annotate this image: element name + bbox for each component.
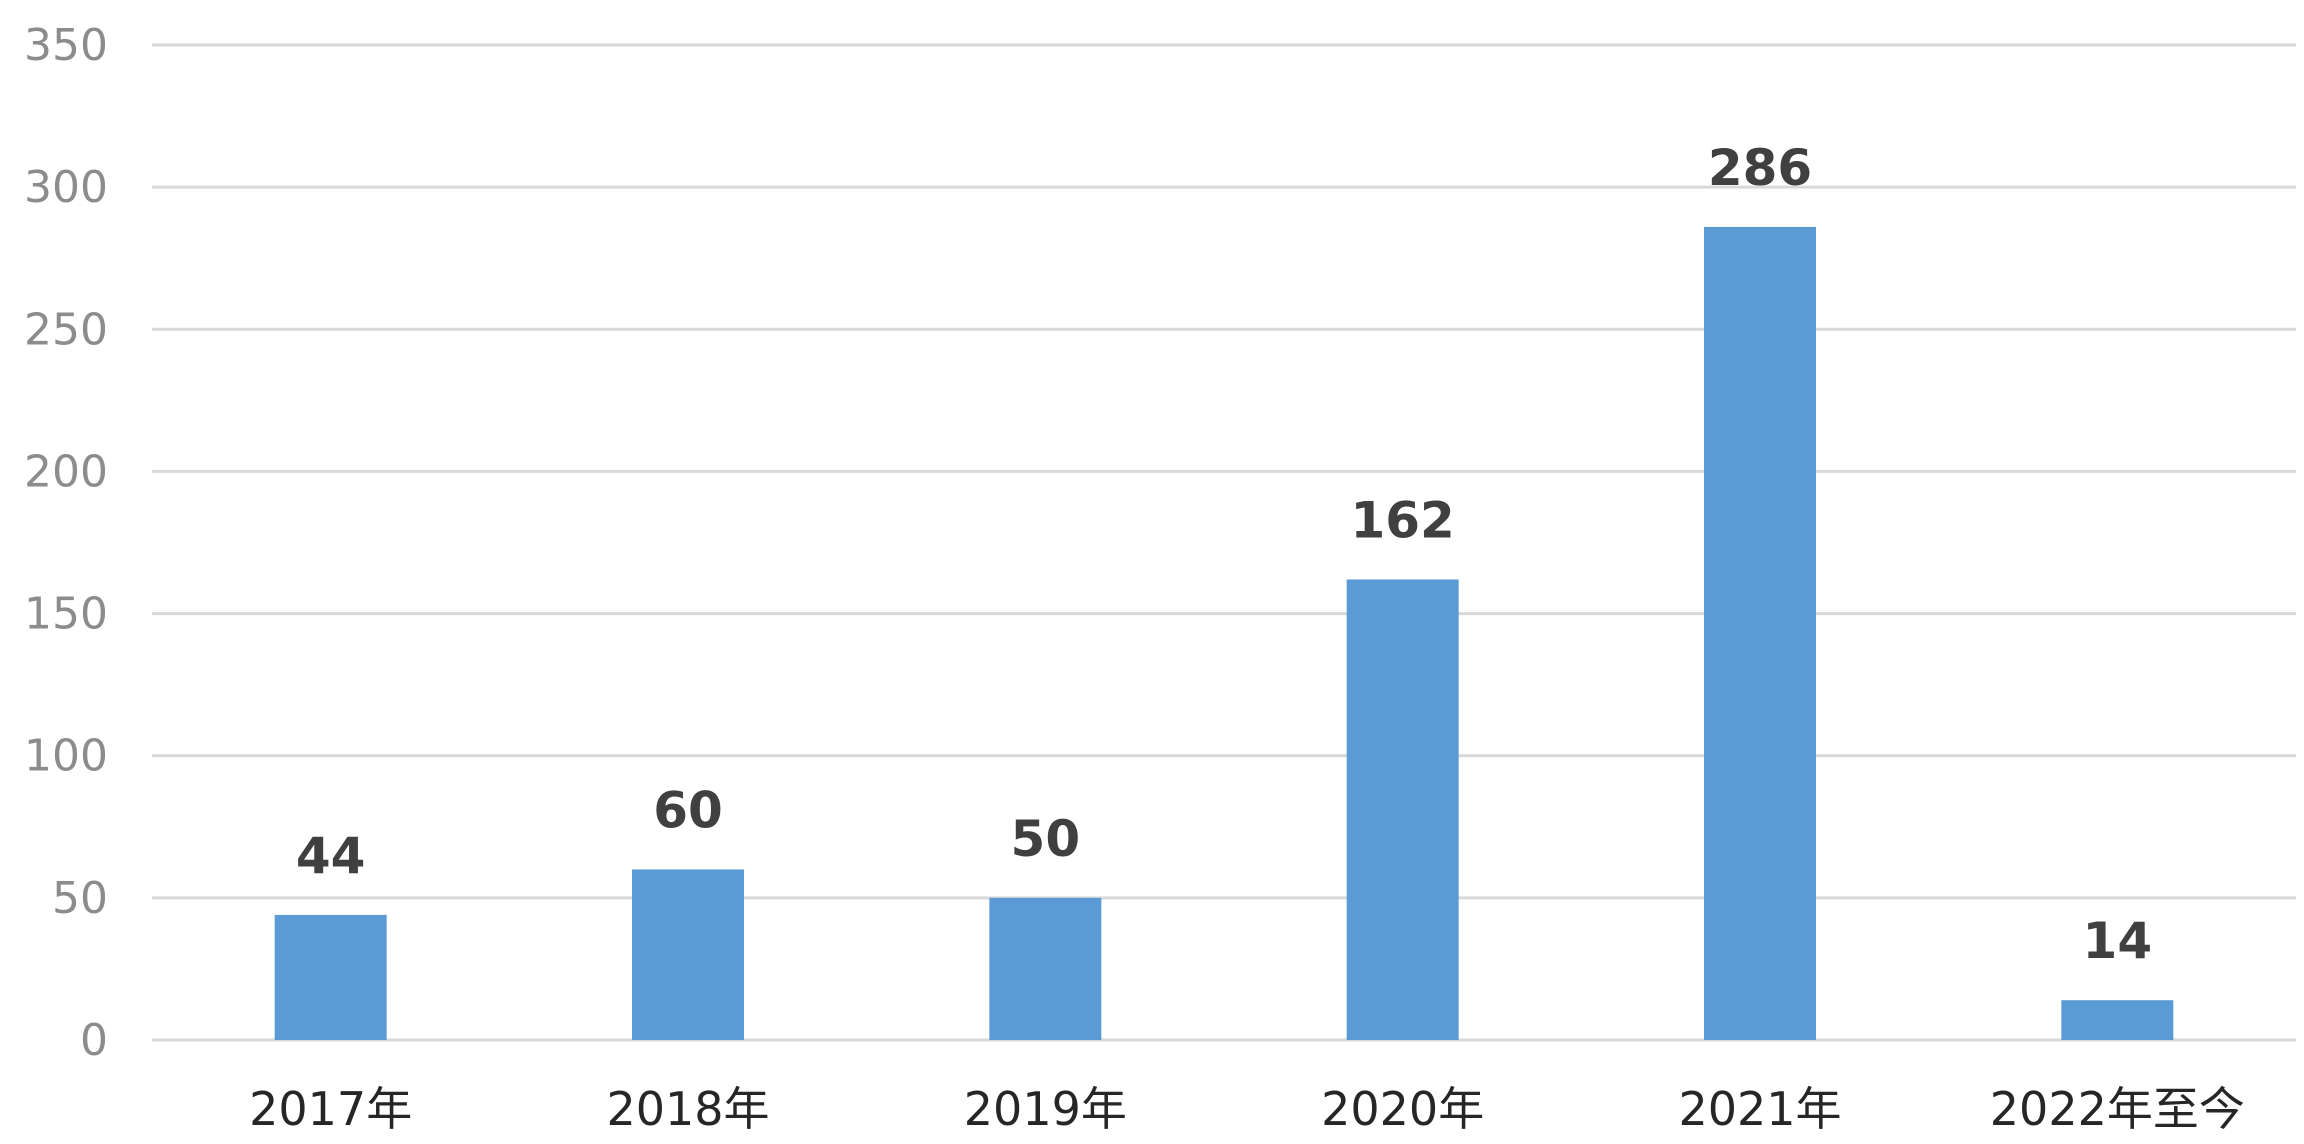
x-tick-label: 2018年 xyxy=(606,1082,769,1136)
bar-value-label: 44 xyxy=(296,827,366,885)
y-tick-label: 300 xyxy=(24,162,108,213)
bar-value-label: 60 xyxy=(653,781,723,839)
gridlines xyxy=(152,43,2296,1042)
x-tick-label: 2022年至今 xyxy=(1990,1082,2245,1136)
x-tick-label: 2021年 xyxy=(1678,1082,1841,1136)
x-axis-ticks: 2017年 2018年 2019年 2020年 2021年 2022年至今 xyxy=(249,1082,2245,1136)
bar-value-label: 286 xyxy=(1708,139,1812,197)
y-tick-label: 50 xyxy=(52,873,108,924)
bar-value-label: 14 xyxy=(2083,912,2153,970)
y-tick-label: 250 xyxy=(24,304,108,355)
data-labels: 44 60 50 162 286 14 xyxy=(296,139,2152,970)
bar xyxy=(989,897,1102,1040)
bar xyxy=(632,869,744,1040)
bar xyxy=(274,914,387,1040)
y-tick-label: 350 xyxy=(24,20,108,71)
y-tick-label: 200 xyxy=(24,446,108,497)
bar-value-label: 50 xyxy=(1011,810,1081,868)
x-tick-label: 2017年 xyxy=(249,1082,412,1136)
bar xyxy=(2061,1000,2174,1040)
y-tick-label: 150 xyxy=(24,589,108,640)
y-axis-ticks: 0 50 100 150 200 250 300 350 xyxy=(24,20,108,1066)
x-tick-label: 2019年 xyxy=(964,1082,1127,1136)
bar-value-label: 162 xyxy=(1350,491,1454,549)
y-tick-label: 0 xyxy=(80,1015,108,1066)
y-tick-label: 100 xyxy=(24,731,108,782)
bar xyxy=(1704,226,1816,1040)
bars xyxy=(274,226,2174,1040)
x-tick-label: 2020年 xyxy=(1321,1082,1484,1136)
bar xyxy=(1346,579,1459,1040)
